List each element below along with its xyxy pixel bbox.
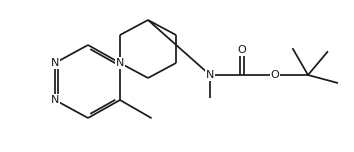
Text: N: N	[51, 58, 59, 68]
Text: O: O	[238, 45, 246, 55]
Text: O: O	[270, 70, 279, 80]
Text: N: N	[51, 95, 59, 105]
Text: N: N	[206, 70, 214, 80]
Text: N: N	[116, 58, 124, 68]
